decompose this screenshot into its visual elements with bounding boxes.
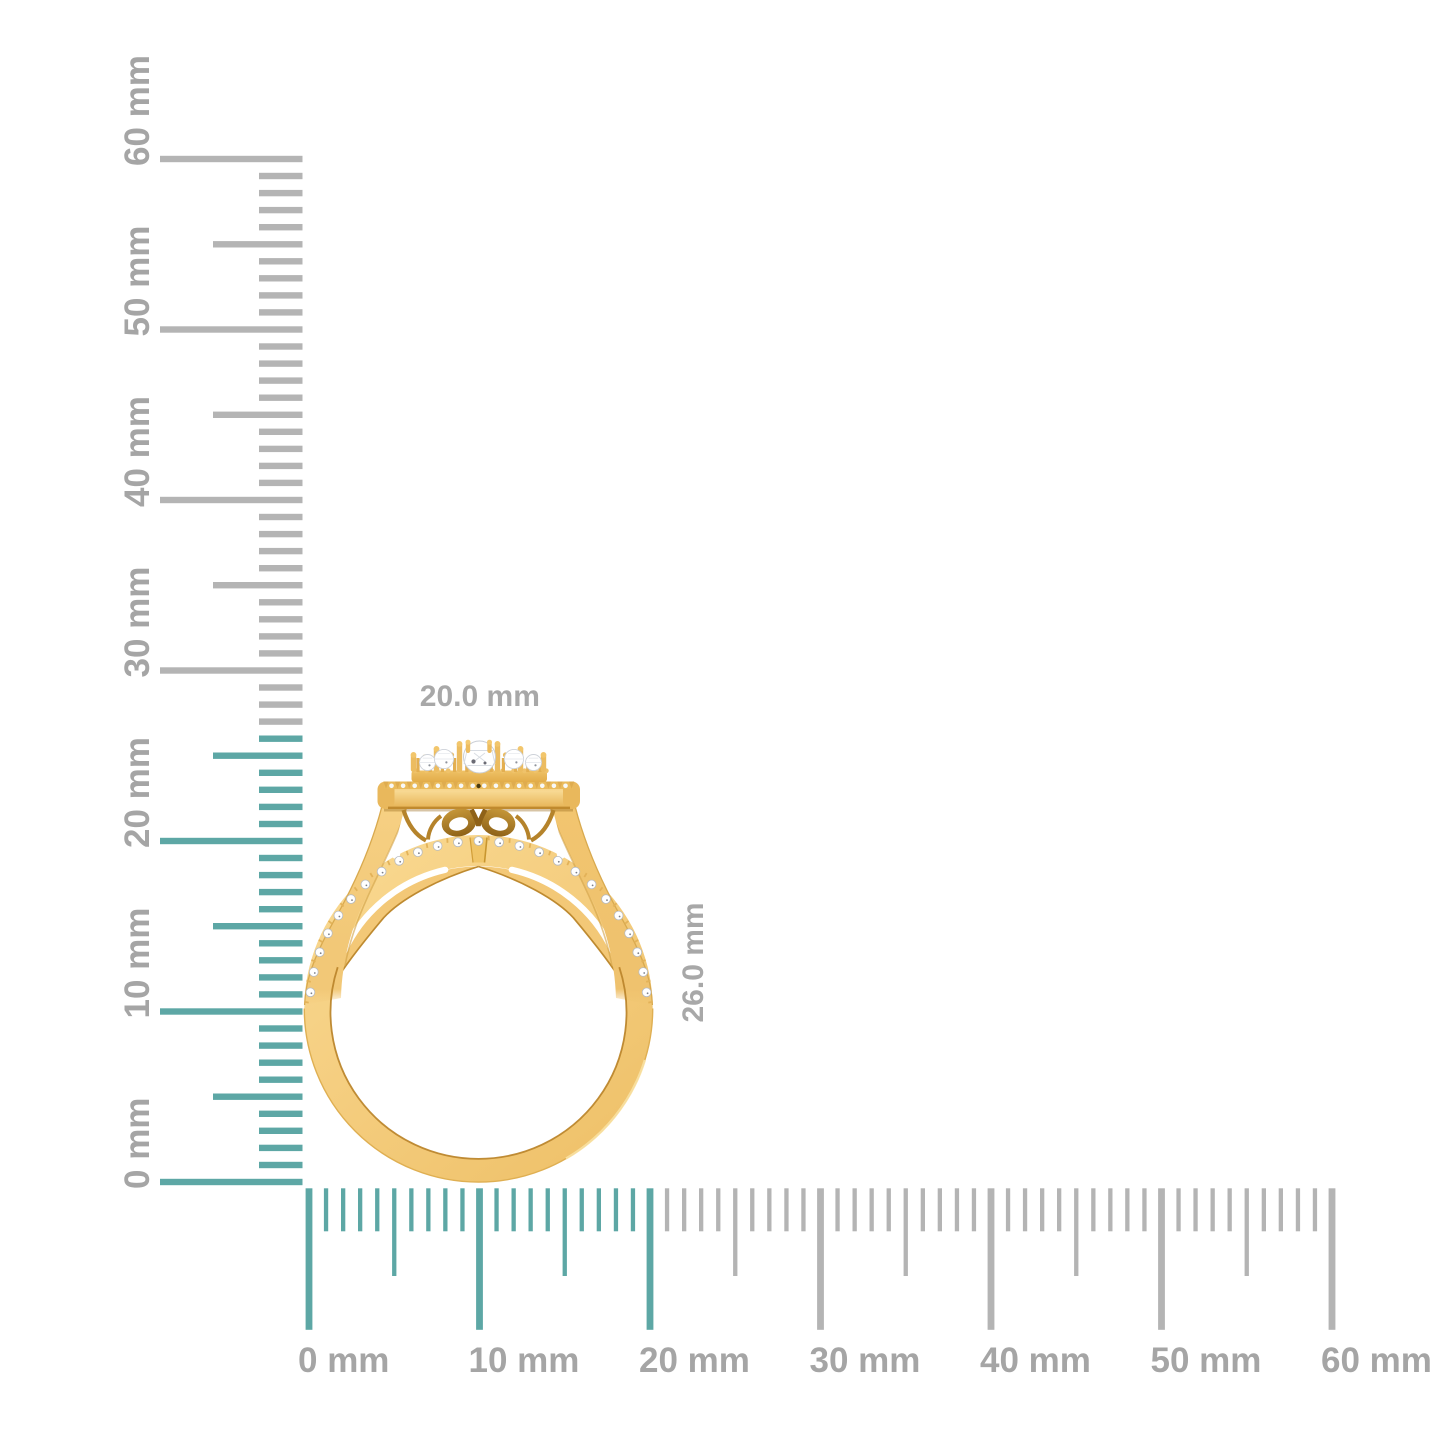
svg-text:10 mm: 10 mm bbox=[118, 908, 157, 1019]
svg-text:10 mm: 10 mm bbox=[469, 1341, 580, 1380]
svg-text:20 mm: 20 mm bbox=[639, 1341, 750, 1380]
svg-text:30 mm: 30 mm bbox=[810, 1341, 921, 1380]
svg-text:30 mm: 30 mm bbox=[118, 567, 157, 678]
svg-text:0 mm: 0 mm bbox=[118, 1098, 157, 1189]
svg-text:60 mm: 60 mm bbox=[1321, 1341, 1432, 1380]
svg-text:50 mm: 50 mm bbox=[1151, 1341, 1262, 1380]
svg-text:20.0 mm: 20.0 mm bbox=[420, 680, 540, 713]
svg-text:40 mm: 40 mm bbox=[980, 1341, 1091, 1380]
svg-text:40 mm: 40 mm bbox=[118, 396, 157, 507]
svg-text:50 mm: 50 mm bbox=[118, 226, 157, 337]
svg-text:26.0 mm: 26.0 mm bbox=[677, 902, 710, 1022]
svg-text:20 mm: 20 mm bbox=[118, 737, 157, 848]
svg-text:60 mm: 60 mm bbox=[118, 55, 157, 166]
svg-text:0 mm: 0 mm bbox=[298, 1341, 389, 1380]
